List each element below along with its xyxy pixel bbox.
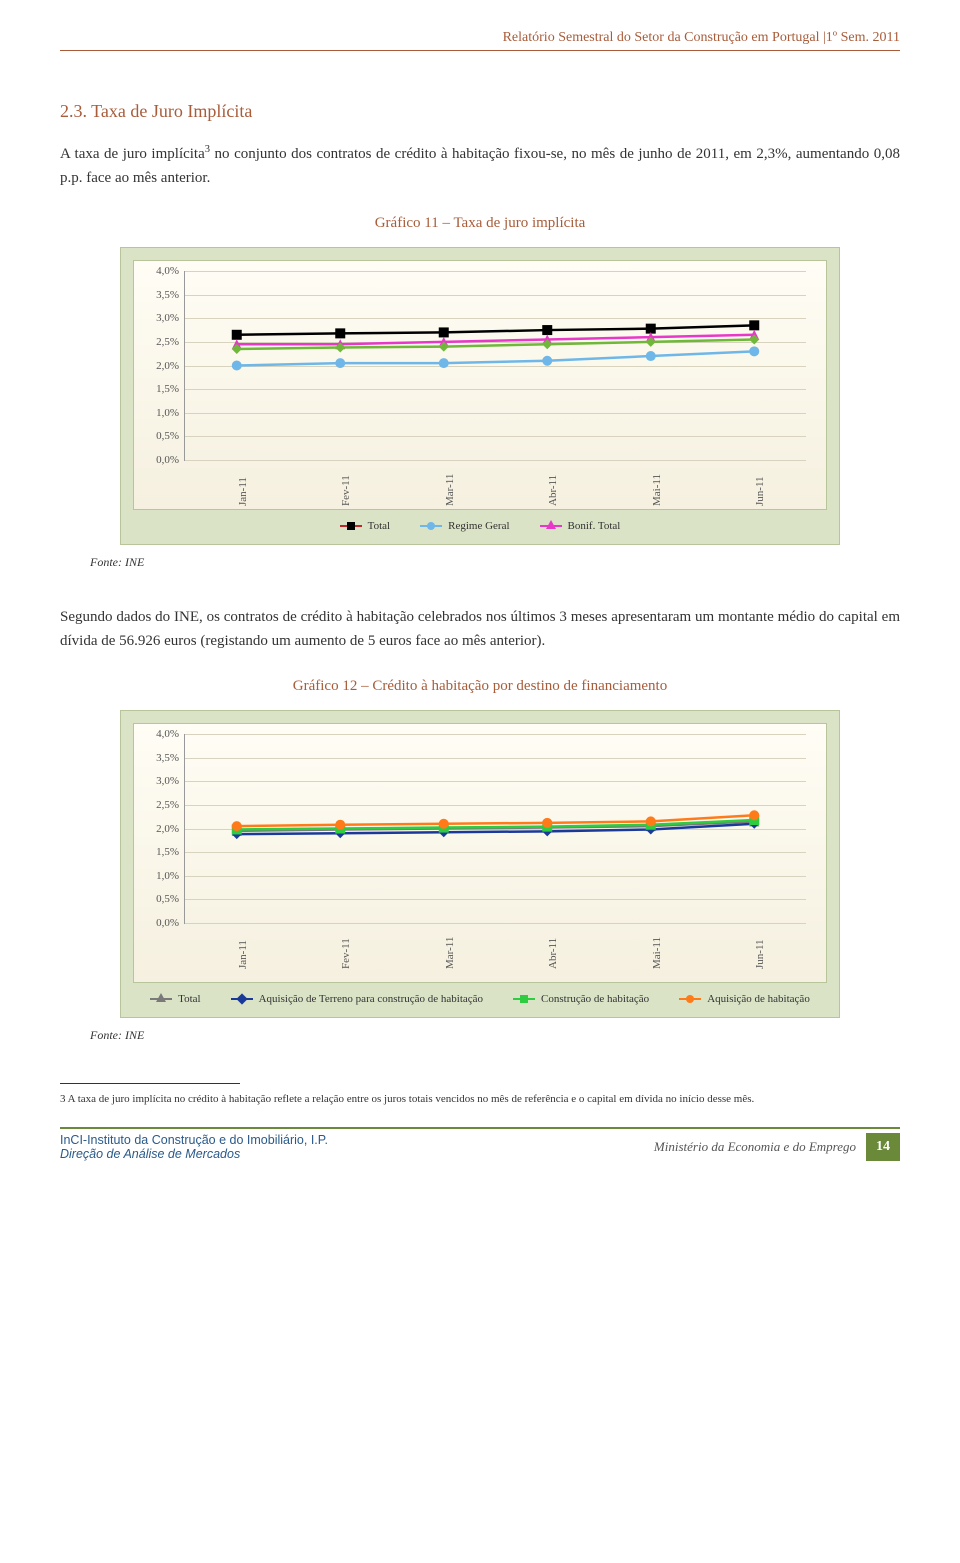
y-tick-label: 3,5% bbox=[137, 289, 179, 301]
paragraph-1: A taxa de juro implícita3 no conjunto do… bbox=[60, 142, 900, 190]
x-tick-label: Fev-11 bbox=[340, 475, 352, 506]
gridline bbox=[185, 460, 806, 461]
y-tick-label: 3,0% bbox=[137, 312, 179, 324]
para1-prefix: A taxa de juro implícita bbox=[60, 146, 205, 162]
legend-item: Regime Geral bbox=[420, 520, 509, 532]
chart1-plot-area: 0,0%0,5%1,0%1,5%2,0%2,5%3,0%3,5%4,0%Jan-… bbox=[184, 271, 806, 461]
y-tick-label: 1,5% bbox=[137, 846, 179, 858]
page-number: 14 bbox=[866, 1133, 900, 1161]
legend-label: Total bbox=[368, 520, 390, 532]
footnote-3: 3 A taxa de juro implícita no crédito à … bbox=[60, 1092, 900, 1107]
footer-line2: Direção de Análise de Mercados bbox=[60, 1147, 328, 1161]
x-tick-label: Jan-11 bbox=[237, 477, 249, 506]
report-header: Relatório Semestral do Setor da Construç… bbox=[60, 30, 900, 51]
legend-label: Aquisição de Terreno para construção de … bbox=[259, 993, 483, 1005]
y-tick-label: 1,5% bbox=[137, 383, 179, 395]
footer-line1: InCI-Instituto da Construção e do Imobil… bbox=[60, 1133, 328, 1147]
x-tick-label: Fev-11 bbox=[340, 938, 352, 969]
y-tick-label: 0,5% bbox=[137, 893, 179, 905]
chart1-title: Gráfico 11 – Taxa de juro implícita bbox=[60, 215, 900, 232]
x-tick-label: Mar-11 bbox=[444, 474, 456, 506]
x-tick-label: Mai-11 bbox=[651, 474, 663, 506]
gridline bbox=[185, 923, 806, 924]
legend-label: Bonif. Total bbox=[568, 520, 621, 532]
chart2-legend: Total Aquisição de Terreno para construçã… bbox=[133, 993, 827, 1005]
legend-item: Aquisição de Terreno para construção de … bbox=[231, 993, 483, 1005]
y-tick-label: 4,0% bbox=[137, 265, 179, 277]
chart2-plot-area: 0,0%0,5%1,0%1,5%2,0%2,5%3,0%3,5%4,0%Jan-… bbox=[184, 734, 806, 924]
y-tick-label: 3,0% bbox=[137, 775, 179, 787]
x-tick-label: Jun-11 bbox=[754, 476, 766, 506]
x-tick-label: Abr-11 bbox=[547, 475, 559, 506]
y-tick-label: 2,0% bbox=[137, 823, 179, 835]
legend-label: Construção de habitação bbox=[541, 993, 649, 1005]
footer-ministerio: Ministério da Economia e do Emprego bbox=[654, 1139, 856, 1155]
y-tick-label: 0,0% bbox=[137, 917, 179, 929]
chart1-legend: Total Regime Geral Bonif. Total bbox=[133, 520, 827, 532]
page-footer: InCI-Instituto da Construção e do Imobil… bbox=[60, 1127, 900, 1161]
legend-item: Bonif. Total bbox=[540, 520, 621, 532]
chart-1: 0,0% 0,5% 1,0% 1,5% 2,0% 2,5% 3,0% 3,5% 4,0% Jan-… bbox=[120, 247, 840, 545]
x-tick-label: Mai-11 bbox=[651, 937, 663, 969]
x-tick-label: Jun-11 bbox=[754, 939, 766, 969]
y-tick-label: 2,5% bbox=[137, 336, 179, 348]
y-tick-label: 4,0% bbox=[137, 728, 179, 740]
x-tick-label: Mar-11 bbox=[444, 937, 456, 969]
y-tick-label: 0,5% bbox=[137, 430, 179, 442]
legend-item: Total bbox=[340, 520, 390, 532]
legend-item: Aquisição de habitação bbox=[679, 993, 810, 1005]
x-tick-label: Jan-11 bbox=[237, 940, 249, 969]
x-tick-label: Abr-11 bbox=[547, 938, 559, 969]
chart2-source: Fonte: INE bbox=[90, 1028, 900, 1043]
y-tick-label: 1,0% bbox=[137, 870, 179, 882]
footnote-separator bbox=[60, 1083, 240, 1084]
chart2-title: Gráfico 12 – Crédito à habitação por des… bbox=[60, 678, 900, 695]
y-tick-label: 2,5% bbox=[137, 799, 179, 811]
legend-label: Aquisição de habitação bbox=[707, 993, 810, 1005]
y-tick-label: 2,0% bbox=[137, 360, 179, 372]
legend-item: Total bbox=[150, 993, 200, 1005]
chart1-source: Fonte: INE bbox=[90, 555, 900, 570]
legend-item: Construção de habitação bbox=[513, 993, 649, 1005]
y-tick-label: 1,0% bbox=[137, 407, 179, 419]
legend-label: Regime Geral bbox=[448, 520, 509, 532]
y-tick-label: 0,0% bbox=[137, 454, 179, 466]
paragraph-2: Segundo dados do INE, os contratos de cr… bbox=[60, 605, 900, 653]
legend-label: Total bbox=[178, 993, 200, 1005]
y-tick-label: 3,5% bbox=[137, 752, 179, 764]
chart-2: 0,0% 0,5% 1,0% 1,5% 2,0% 2,5% 3,0% 3,5% 4,0% Jan-… bbox=[120, 710, 840, 1018]
footer-institution: InCI-Instituto da Construção e do Imobil… bbox=[60, 1133, 328, 1161]
section-title: 2.3. Taxa de Juro Implícita bbox=[60, 101, 900, 122]
